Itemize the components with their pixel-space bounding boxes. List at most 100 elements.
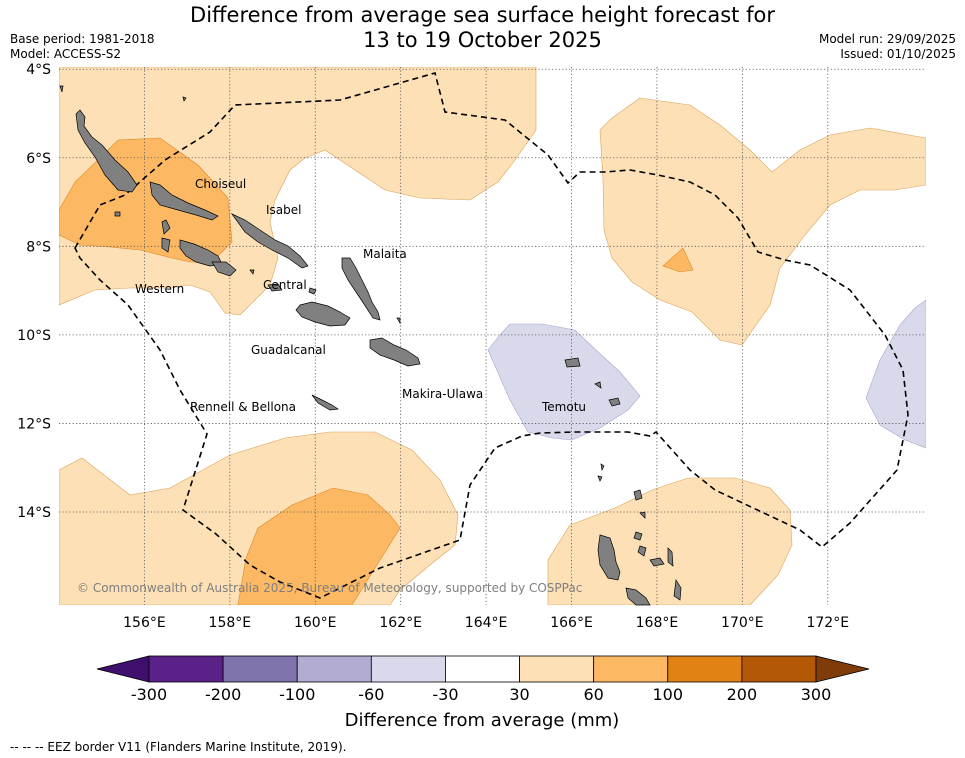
islet-5 (600, 463, 605, 472)
field-light-orange-east (599, 97, 926, 346)
lat-tick-label: 14°S (17, 505, 51, 521)
lon-tick-label: 170°E (721, 615, 764, 631)
ulawa-island (396, 317, 401, 325)
colorbar-extend-high (815, 655, 870, 683)
model-name: Model: ACCESS-S2 (10, 47, 122, 61)
lon-tick-label: 162°E (379, 615, 422, 631)
label-rennell-bellona: Rennell & Bellona (190, 400, 296, 414)
colorbar-extend-low (96, 655, 150, 683)
guadalcanal-island (295, 301, 351, 327)
rennell-island (311, 394, 339, 411)
field-pale-purple-east (865, 299, 926, 449)
colorbar-segment (370, 655, 446, 683)
lat-tick-label: 12°S (17, 416, 51, 432)
duff-island (594, 381, 602, 389)
label-western: Western (135, 282, 184, 296)
lon-tick-label: 164°E (465, 615, 508, 631)
colorbar-segment (519, 655, 595, 683)
colorbar-tick-label: -300 (131, 685, 167, 704)
region-labels: Choiseul Isabel Malaita Western Central … (135, 177, 586, 414)
vanua-lava (633, 531, 643, 541)
colorbar-segment (593, 655, 669, 683)
vella-lavella (161, 219, 171, 235)
lon-tick-label: 172°E (806, 615, 849, 631)
makira-island (369, 337, 421, 367)
lat-tick-label: 6°S (26, 151, 51, 167)
utupua-island (608, 397, 621, 407)
kolombangara (161, 237, 171, 253)
islet-4 (308, 287, 317, 295)
label-malaita: Malaita (363, 247, 407, 261)
colorbar-label: Difference from average (mm) (345, 710, 620, 731)
field-orange-east-spot (662, 247, 694, 273)
chart-title: Difference from average sea surface heig… (0, 3, 965, 53)
colorbar-tick-labels: -300 -200 -100 -60 -30 30 60 100 200 300 (131, 685, 831, 704)
vanuatu-north-islet (637, 545, 647, 557)
lat-tick-label: 10°S (17, 328, 51, 344)
islet-6 (597, 475, 603, 482)
colorbar (96, 655, 870, 683)
base-period: Base period: 1981-2018 (10, 32, 155, 46)
malaita-island (341, 257, 381, 321)
lon-tick-label: 160°E (294, 615, 337, 631)
label-isabel: Isabel (266, 203, 301, 217)
tikopia-island (633, 489, 643, 501)
colorbar-tick-label: -200 (205, 685, 241, 704)
colorbar-tick-label: -60 (358, 685, 384, 704)
colorbar-segment (741, 655, 817, 683)
lon-tick-label: 168°E (636, 615, 679, 631)
lon-tick-label: 156°E (123, 615, 166, 631)
model-run: Model run: 29/09/2025 (818, 32, 956, 46)
colorbar-segment (222, 655, 298, 683)
islet-3 (249, 269, 255, 275)
title-line-2: 13 to 19 October 2025 (363, 28, 602, 52)
ndende-island (564, 357, 581, 368)
eez-footnote: -- -- -- EEZ border V11 (Flanders Marine… (10, 740, 347, 754)
new-georgia-islands (149, 181, 219, 221)
label-guadalcanal: Guadalcanal (251, 343, 326, 357)
colorbar-segment (296, 655, 372, 683)
meta-left: Base period: 1981-2018 Model: ACCESS-S2 (10, 32, 155, 62)
label-makira-ulawa: Makira-Ulawa (402, 387, 483, 401)
title-line-1: Difference from average sea surface heig… (190, 3, 775, 27)
maewo-island (667, 547, 674, 567)
lat-tick-label: 4°S (26, 62, 51, 78)
torres-island (639, 511, 646, 519)
copyright-notice: © Commonwealth of Australia 2025, Bureau… (77, 581, 582, 595)
lat-tick-label: 8°S (26, 239, 51, 255)
colorbar-tick-label: 100 (653, 685, 684, 704)
islet-1 (114, 211, 121, 217)
islet-2 (182, 96, 187, 102)
colorbar-tick-label: 200 (727, 685, 758, 704)
label-temotu: Temotu (541, 400, 586, 414)
label-choiseul: Choiseul (195, 177, 246, 191)
issued-date: Issued: 01/10/2025 (840, 47, 956, 61)
colorbar-tick-label: 300 (801, 685, 832, 704)
colorbar-segment (148, 655, 224, 683)
santa-isabel-island (230, 213, 309, 269)
shortland (59, 85, 64, 93)
choiseul-island (75, 109, 138, 193)
vangunu (211, 261, 237, 277)
latitude-labels: 4°S 6°S 8°S 10°S 12°S 14°S (17, 62, 51, 521)
espiritu-santo-island (597, 534, 621, 581)
longitude-labels: 156°E 158°E 160°E 162°E 164°E 166°E 168°E 170°E… (123, 615, 849, 631)
colorbar-tick-label: 30 (509, 685, 529, 704)
colorbar-tick-label: -30 (432, 685, 458, 704)
lon-tick-label: 166°E (550, 615, 593, 631)
colorbar-tick-label: -100 (279, 685, 315, 704)
meta-right: Model run: 29/09/2025 Issued: 01/10/2025 (819, 32, 956, 62)
ambae-island (649, 557, 665, 567)
eez-border (74, 72, 909, 599)
gridlines (59, 67, 926, 605)
malekula-island (625, 587, 651, 606)
field-orange-southwest (237, 487, 401, 605)
land (59, 85, 682, 606)
russell-islands (267, 283, 283, 292)
colorbar-tick-label: 60 (583, 685, 603, 704)
pentecost-island (673, 578, 682, 601)
colorbar-segment (445, 655, 520, 683)
label-central: Central (263, 278, 307, 292)
lon-tick-label: 158°E (209, 615, 252, 631)
